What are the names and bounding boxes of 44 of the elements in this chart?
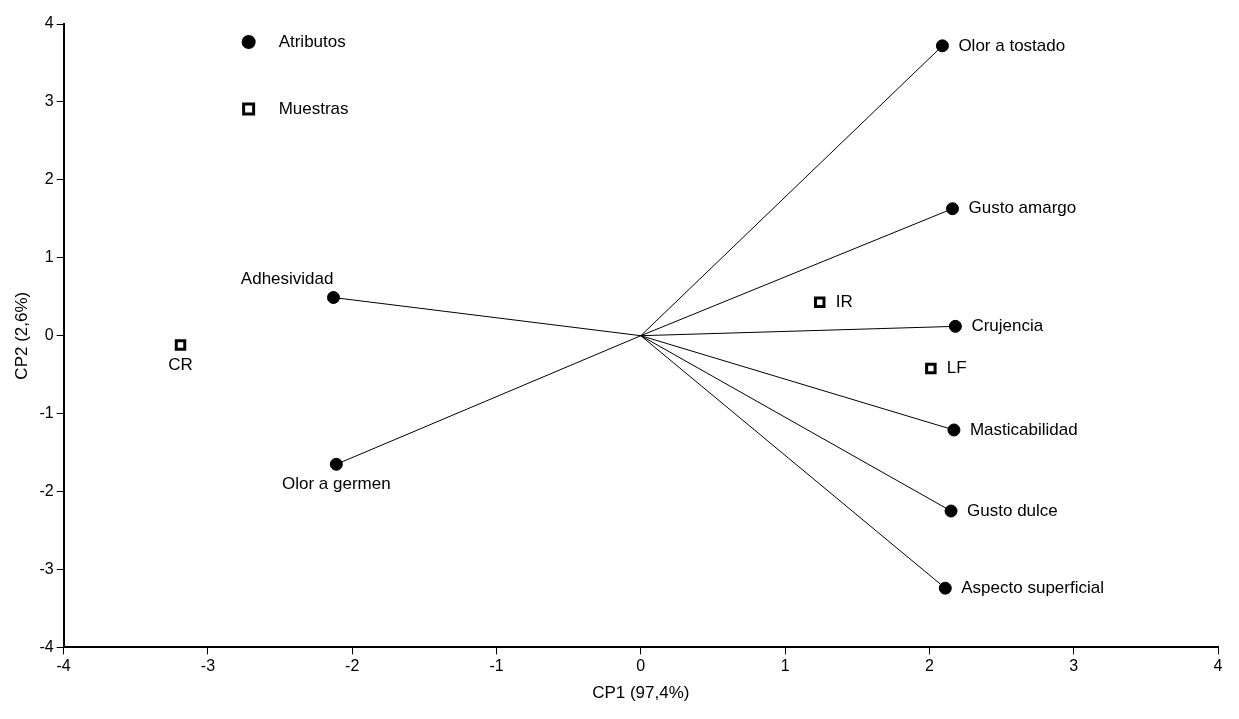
annotation: IR <box>835 291 853 311</box>
annotation: Olor a germen <box>282 474 391 494</box>
point <box>948 319 962 333</box>
x-tick-label: -3 <box>200 657 216 675</box>
y-tick-label: -4 <box>39 637 54 655</box>
annotation: Aspecto superficial <box>961 577 1104 597</box>
y-tick-label: 2 <box>44 170 54 188</box>
point <box>326 291 340 305</box>
point <box>935 39 949 53</box>
y-axis-title: CP2 (2,6%) <box>11 291 31 380</box>
y-tick-label: -1 <box>39 404 54 422</box>
x-tick-label: 0 <box>636 657 646 675</box>
annotation: Masticabilidad <box>969 419 1078 439</box>
point <box>174 339 187 351</box>
x-tick-label: 4 <box>1213 657 1223 675</box>
annotation: Olor a tostado <box>958 35 1066 55</box>
y-tick-label: 0 <box>44 326 54 344</box>
annotation: Gusto amargo <box>968 198 1077 218</box>
x-axis-title: CP1 (97,4%) <box>592 683 690 703</box>
x-tick-label: 3 <box>1069 657 1079 675</box>
x-tick-label: -1 <box>489 657 504 675</box>
point <box>944 504 958 518</box>
x-tick-label: -4 <box>56 657 71 675</box>
y-tick-label: 3 <box>44 92 54 110</box>
y-tick-label: 1 <box>44 248 54 266</box>
annotation: CR <box>168 355 193 375</box>
x-tick-label: 2 <box>924 657 934 675</box>
point <box>925 362 937 375</box>
point <box>814 296 826 308</box>
annotation: LF <box>946 358 967 378</box>
y-tick-label: -3 <box>39 559 54 577</box>
annotation: Adhesividad <box>240 268 334 288</box>
x-tick-label: -2 <box>345 657 360 675</box>
annotation: Crujencia <box>971 316 1044 336</box>
point <box>329 457 343 471</box>
point <box>938 581 952 595</box>
legend-label: Atributos <box>278 31 346 51</box>
y-tick-label: 4 <box>44 14 54 32</box>
annotation: Gusto dulce <box>967 500 1058 520</box>
point <box>945 202 959 216</box>
x-tick-label: 1 <box>780 657 790 675</box>
point <box>947 423 961 437</box>
y-tick-label: -2 <box>39 481 54 499</box>
legend-label: Muestras <box>278 98 349 118</box>
